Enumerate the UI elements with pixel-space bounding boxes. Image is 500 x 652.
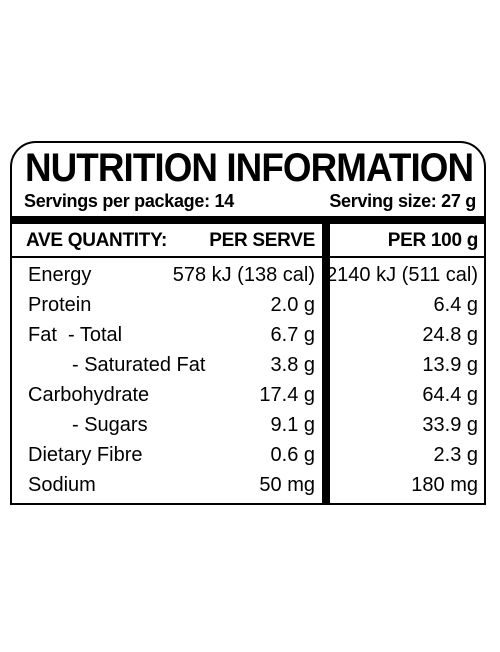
nutrient-per-serve: 0.6 g bbox=[270, 444, 315, 466]
nutrient-per-100g: 6.4 g bbox=[433, 294, 478, 316]
nutrient-name: - Sugars bbox=[72, 414, 148, 436]
column-header-quantity: AVE QUANTITY: bbox=[26, 230, 168, 251]
column-divider bbox=[322, 224, 330, 505]
serving-size: Serving size: 27 g bbox=[329, 191, 476, 211]
nutrient-row-protein: Protein 2.0 g 6.4 g bbox=[0, 292, 500, 322]
nutrient-row-saturated-fat: - Saturated Fat 3.8 g 13.9 g bbox=[0, 352, 500, 382]
nutrient-per-serve: 3.8 g bbox=[270, 354, 315, 376]
nutrition-panel bbox=[10, 141, 486, 505]
nutrient-name: Sodium bbox=[28, 474, 96, 496]
nutrient-name: Dietary Fibre bbox=[28, 444, 143, 466]
column-header-divider bbox=[10, 256, 486, 258]
nutrient-per-100g: 2.3 g bbox=[433, 444, 478, 466]
nutrient-per-serve: 50 mg bbox=[259, 474, 315, 496]
nutrient-row-fat-total: Fat - Total 6.7 g 24.8 g bbox=[0, 322, 500, 352]
nutrient-per-100g: 64.4 g bbox=[422, 384, 478, 406]
nutrient-per-serve: 578 kJ (138 cal) bbox=[172, 264, 315, 286]
nutrient-per-100g: 33.9 g bbox=[422, 414, 478, 436]
nutrient-per-100g: 2140 kJ (511 cal) bbox=[326, 264, 478, 286]
nutrient-per-serve: 2.0 g bbox=[270, 294, 315, 316]
nutrient-name: Fat - Total bbox=[28, 324, 123, 346]
column-header-per-serve: PER SERVE bbox=[209, 230, 315, 251]
nutrient-rows: Energy 578 kJ (138 cal) 2140 kJ (511 cal… bbox=[0, 262, 500, 502]
nutrient-row-carbohydrate: Carbohydrate 17.4 g 64.4 g bbox=[0, 382, 500, 412]
nutrient-per-serve: 6.7 g bbox=[270, 324, 315, 346]
nutrient-per-100g: 24.8 g bbox=[422, 324, 478, 346]
nutrient-row-dietary-fibre: Dietary Fibre 0.6 g 2.3 g bbox=[0, 442, 500, 472]
nutrient-name: Energy bbox=[28, 264, 92, 286]
nutrient-per-serve: 17.4 g bbox=[259, 384, 315, 406]
column-header-per-100g: PER 100 g bbox=[387, 230, 479, 251]
header-divider bbox=[10, 216, 486, 224]
nutrient-per-100g: 13.9 g bbox=[422, 354, 478, 376]
nutrient-per-serve: 9.1 g bbox=[270, 414, 315, 436]
nutrient-per-100g: 180 mg bbox=[411, 474, 478, 496]
nutrient-name: - Saturated Fat bbox=[72, 354, 206, 376]
nutrient-row-energy: Energy 578 kJ (138 cal) 2140 kJ (511 cal… bbox=[0, 262, 500, 292]
nutrient-row-sugars: - Sugars 9.1 g 33.9 g bbox=[0, 412, 500, 442]
servings-per-package: Servings per package: 14 bbox=[24, 191, 234, 211]
nutrient-name: Carbohydrate bbox=[28, 384, 150, 406]
panel-title: NUTRITION INFORMATION bbox=[25, 146, 474, 190]
nutrient-name: Protein bbox=[28, 294, 92, 316]
nutrient-row-sodium: Sodium 50 mg 180 mg bbox=[0, 472, 500, 502]
